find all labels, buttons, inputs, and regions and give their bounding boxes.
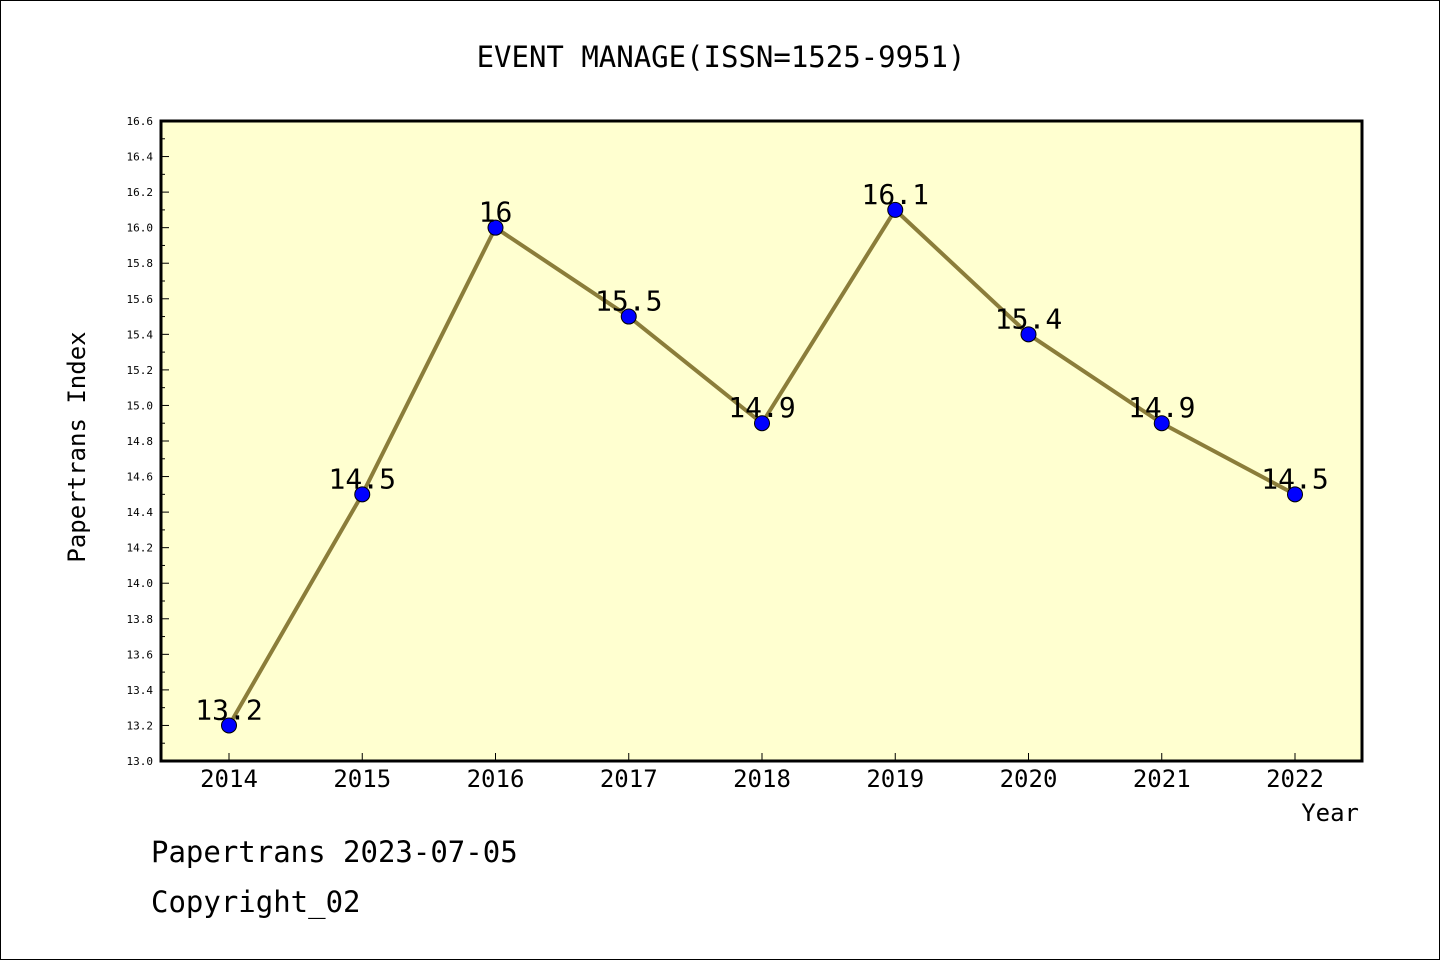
- y-tick-label: 16.2: [127, 186, 154, 199]
- y-tick-label: 13.2: [127, 719, 154, 732]
- y-tick-label: 15.2: [127, 364, 154, 377]
- x-tick-label: 2016: [467, 765, 525, 793]
- data-point: [354, 486, 371, 503]
- data-point: [1287, 486, 1303, 503]
- x-tick-label: 2021: [1133, 765, 1191, 793]
- y-tick-label: 15.4: [127, 328, 154, 341]
- data-label: 15.5: [595, 285, 662, 318]
- y-tick-label: 14.6: [127, 471, 154, 484]
- y-tick-label: 14.0: [127, 577, 154, 590]
- data-label: 14.9: [1128, 391, 1195, 424]
- y-tick-label: 15.6: [127, 293, 154, 306]
- x-tick-label: 2015: [333, 765, 391, 793]
- y-tick-label: 15.8: [127, 257, 154, 270]
- footer-line-1: Papertrans 2023-07-05: [151, 835, 518, 869]
- x-tick-label: 2019: [866, 765, 924, 793]
- x-tick-label: 2018: [733, 765, 791, 793]
- data-label: 15.4: [995, 302, 1062, 335]
- data-point: [487, 219, 504, 236]
- x-axis-label: Year: [1301, 799, 1359, 827]
- y-tick-label: 16.4: [127, 151, 154, 164]
- data-label: 14.5: [329, 462, 396, 495]
- data-point: [1020, 326, 1037, 343]
- y-tick-label: 13.6: [127, 648, 154, 661]
- x-tick-label: 2014: [200, 765, 258, 793]
- plot-area: [159, 119, 1364, 763]
- data-point: [887, 201, 904, 218]
- y-tick-label: 13.8: [127, 613, 154, 626]
- y-axis-label: Papertrans Index: [63, 331, 91, 562]
- data-label: 16.1: [862, 178, 929, 211]
- y-tick-label: 13.4: [127, 684, 154, 697]
- data-label: 16: [479, 196, 513, 229]
- data-label: 13.2: [195, 693, 262, 726]
- series-layer: 13.2 14.5 16 15.5 14.9 16.1 15.4 14.9 14.5: [195, 178, 1329, 734]
- y-tick-label: 15.0: [127, 399, 154, 412]
- data-label: 14.5: [1261, 462, 1328, 495]
- x-axis: 2014 2015 2016 2017 2018 2019 2020 2021 2022: [200, 753, 1324, 793]
- x-tick-label: 2022: [1266, 765, 1324, 793]
- data-point: [1153, 415, 1170, 432]
- footer-line-2: Copyright_02: [151, 885, 361, 919]
- x-tick-label: 2020: [1000, 765, 1058, 793]
- y-tick-label: 16.6: [127, 115, 154, 128]
- data-point: [754, 415, 770, 432]
- chart-title: EVENT MANAGE(ISSN=1525-9951): [477, 40, 966, 74]
- y-tick-label: 14.8: [127, 435, 154, 448]
- y-tick-label: 14.4: [127, 506, 154, 519]
- y-axis: 13.0 13.2 13.4 13.6 13.8 14.0 14.2 14.4 14.6 14.8…: [127, 115, 169, 768]
- data-point: [620, 308, 637, 325]
- y-tick-label: 16.0: [127, 222, 154, 235]
- y-tick-label: 14.2: [127, 542, 154, 555]
- y-tick-label: 13.0: [127, 755, 154, 768]
- data-point: [221, 717, 237, 734]
- data-label: 14.9: [728, 391, 795, 424]
- x-tick-label: 2017: [600, 765, 658, 793]
